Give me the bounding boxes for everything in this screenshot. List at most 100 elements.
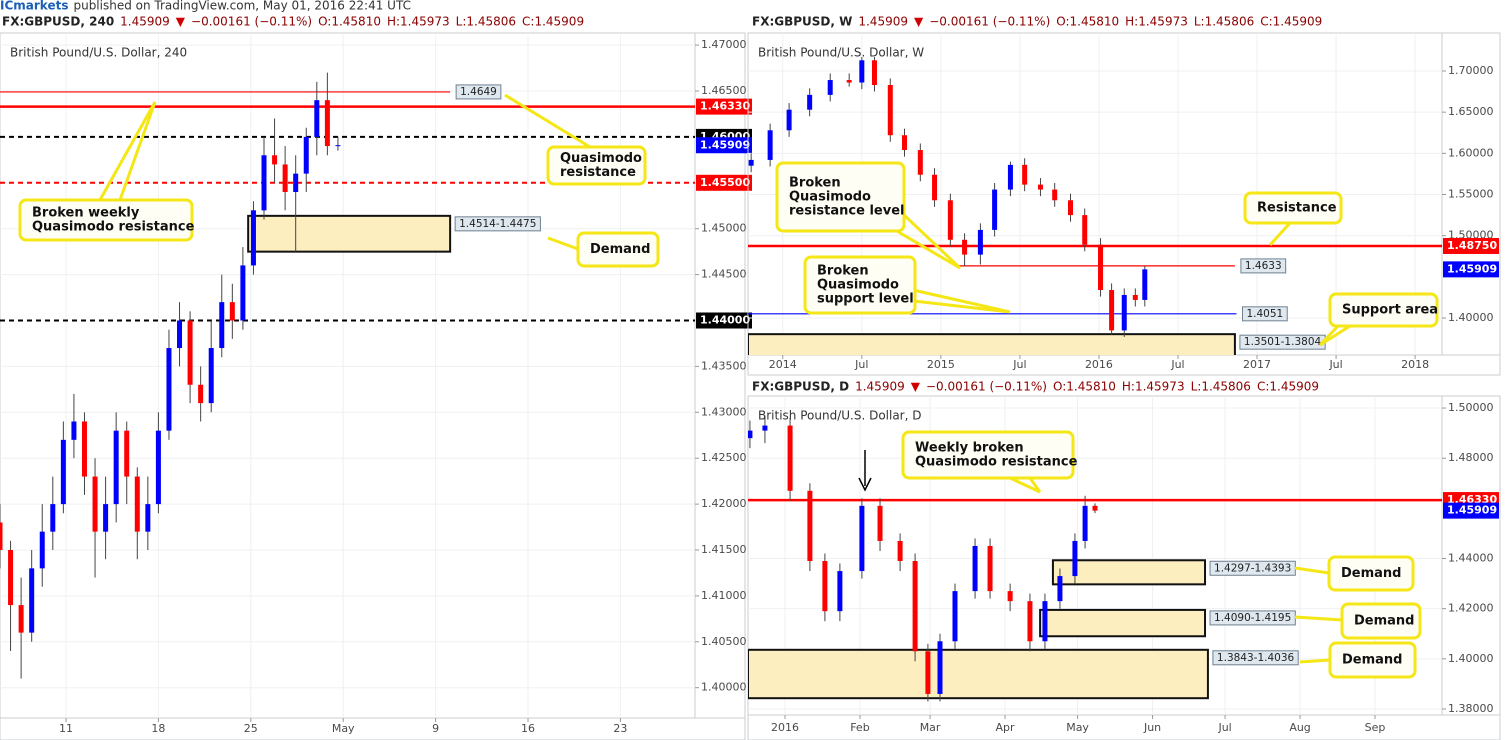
x-tick-label: May [1066, 721, 1089, 734]
header-item: ▼ [176, 15, 186, 29]
candle-body [827, 80, 833, 95]
header-item: L:1.45806 [456, 15, 516, 29]
callout-text: Demand [1341, 566, 1402, 581]
callout-text: Quasimodo [817, 278, 899, 293]
x-tick-label: 18 [151, 722, 165, 735]
candle-body [1072, 540, 1078, 577]
candle-body [1057, 576, 1063, 602]
y-tick-label: 1.44500 [701, 268, 747, 281]
level-label: 1.4649 [460, 86, 497, 98]
x-tick-label: Jul [1012, 358, 1026, 371]
x-tick-label: Sep [1365, 721, 1386, 734]
callout-pointer [912, 288, 1011, 314]
candle-body [917, 150, 923, 175]
price-tag [696, 174, 752, 191]
callout-text: Quasimodo [560, 151, 642, 166]
candle-body [912, 561, 918, 652]
x-tick-label: Jul [1217, 721, 1231, 734]
candle-body [1098, 244, 1104, 291]
chart-title: British Pound/U.S. Dollar, W [758, 46, 924, 60]
candle-body [932, 174, 938, 201]
callout-text: Resistance [1257, 201, 1337, 216]
candle-body [1052, 189, 1058, 201]
panel-frame [747, 32, 1501, 376]
candle-body [1022, 164, 1028, 185]
header-item: −0.00161 (−0.11%) [926, 380, 1047, 394]
demand-zone [1051, 559, 1207, 586]
last-price-tag [696, 137, 752, 154]
header-item: −0.00161 (−0.11%) [191, 15, 312, 29]
candle-body [314, 100, 320, 137]
chart-title: British Pound/U.S. Dollar, 240 [10, 46, 187, 60]
x-tick-label: Jun [1143, 721, 1161, 734]
callout-pointer [1299, 658, 1331, 664]
candle-body [103, 504, 109, 532]
candle-body [748, 430, 753, 439]
candle-body [145, 504, 151, 532]
price-tag [696, 312, 752, 329]
callout-text: Quasimodo resistance [32, 220, 195, 235]
x-tick-label: Apr [996, 721, 1016, 734]
candle-body [39, 531, 45, 569]
candle-body [60, 439, 66, 505]
candle-body [208, 348, 214, 404]
candle-body [92, 476, 98, 532]
callout-pointer [1028, 477, 1042, 493]
candle-body [1082, 215, 1088, 245]
y-tick-label: 1.43000 [701, 405, 747, 418]
candle-body [972, 545, 978, 592]
callout-text: resistance level [789, 204, 904, 219]
header-item: 1.45909 [120, 15, 170, 29]
header-item: FX:GBPUSD, W [752, 15, 852, 29]
callout-box [1340, 602, 1422, 640]
header-item: L:1.45806 [1194, 15, 1254, 29]
candle-body [748, 159, 754, 166]
y-tick-label: 1.65000 [1448, 105, 1494, 118]
x-tick-label: Aug [1289, 721, 1310, 734]
last-price-label: 1.45909 [1447, 262, 1497, 275]
y-tick-label: 1.48000 [1448, 451, 1494, 464]
candle-body [71, 421, 77, 440]
candle-body [987, 545, 993, 592]
callout-pointer [902, 213, 962, 270]
callout-text: Support area [1342, 303, 1438, 318]
callout-box [1328, 292, 1439, 328]
publish-info: published on TradingView.com, May 01, 20… [73, 0, 410, 13]
zone-label: 1.4514-1.4475 [459, 218, 536, 230]
callout-pointer [98, 101, 157, 201]
candle-body [81, 421, 87, 477]
y-tick-label: 1.40000 [701, 681, 747, 694]
callout-text: Broken [789, 176, 841, 191]
candle-body [992, 189, 998, 230]
x-tick-label: Feb [850, 721, 869, 734]
header-item: 1.45909 [858, 15, 908, 29]
callout-pointer [1009, 476, 1041, 494]
level-label: 1.4051 [1246, 308, 1283, 320]
level-label-box [455, 84, 502, 100]
last-price-tag [1443, 261, 1499, 278]
header-item: C:1.45909 [522, 15, 584, 29]
y-tick-label: 1.43500 [701, 359, 747, 372]
callout-pointer [118, 101, 157, 201]
callout-text: Quasimodo [789, 190, 871, 205]
candle-body [877, 505, 883, 541]
candle-body [240, 265, 246, 321]
y-tick-label: 1.40500 [701, 635, 747, 648]
x-tick-label: 2015 [927, 358, 955, 371]
header-item: −0.00161 (−0.11%) [929, 15, 1050, 29]
candle-body [859, 505, 865, 572]
brand[interactable]: ICmarkets [0, 0, 68, 13]
callout-text: Demand [590, 242, 651, 257]
price-tag-label: 1.48750 [1447, 239, 1497, 252]
header-item: ▼ [911, 380, 921, 394]
candle-body [947, 200, 953, 240]
candle-body [1067, 200, 1073, 216]
candle-body [8, 550, 14, 606]
candle-body [303, 136, 309, 174]
candle-body [767, 130, 773, 160]
candle-body [124, 430, 130, 477]
candle-body [1092, 505, 1098, 511]
zone-label: 1.3501-1.3804 [1244, 336, 1322, 348]
candle-body [859, 60, 865, 83]
